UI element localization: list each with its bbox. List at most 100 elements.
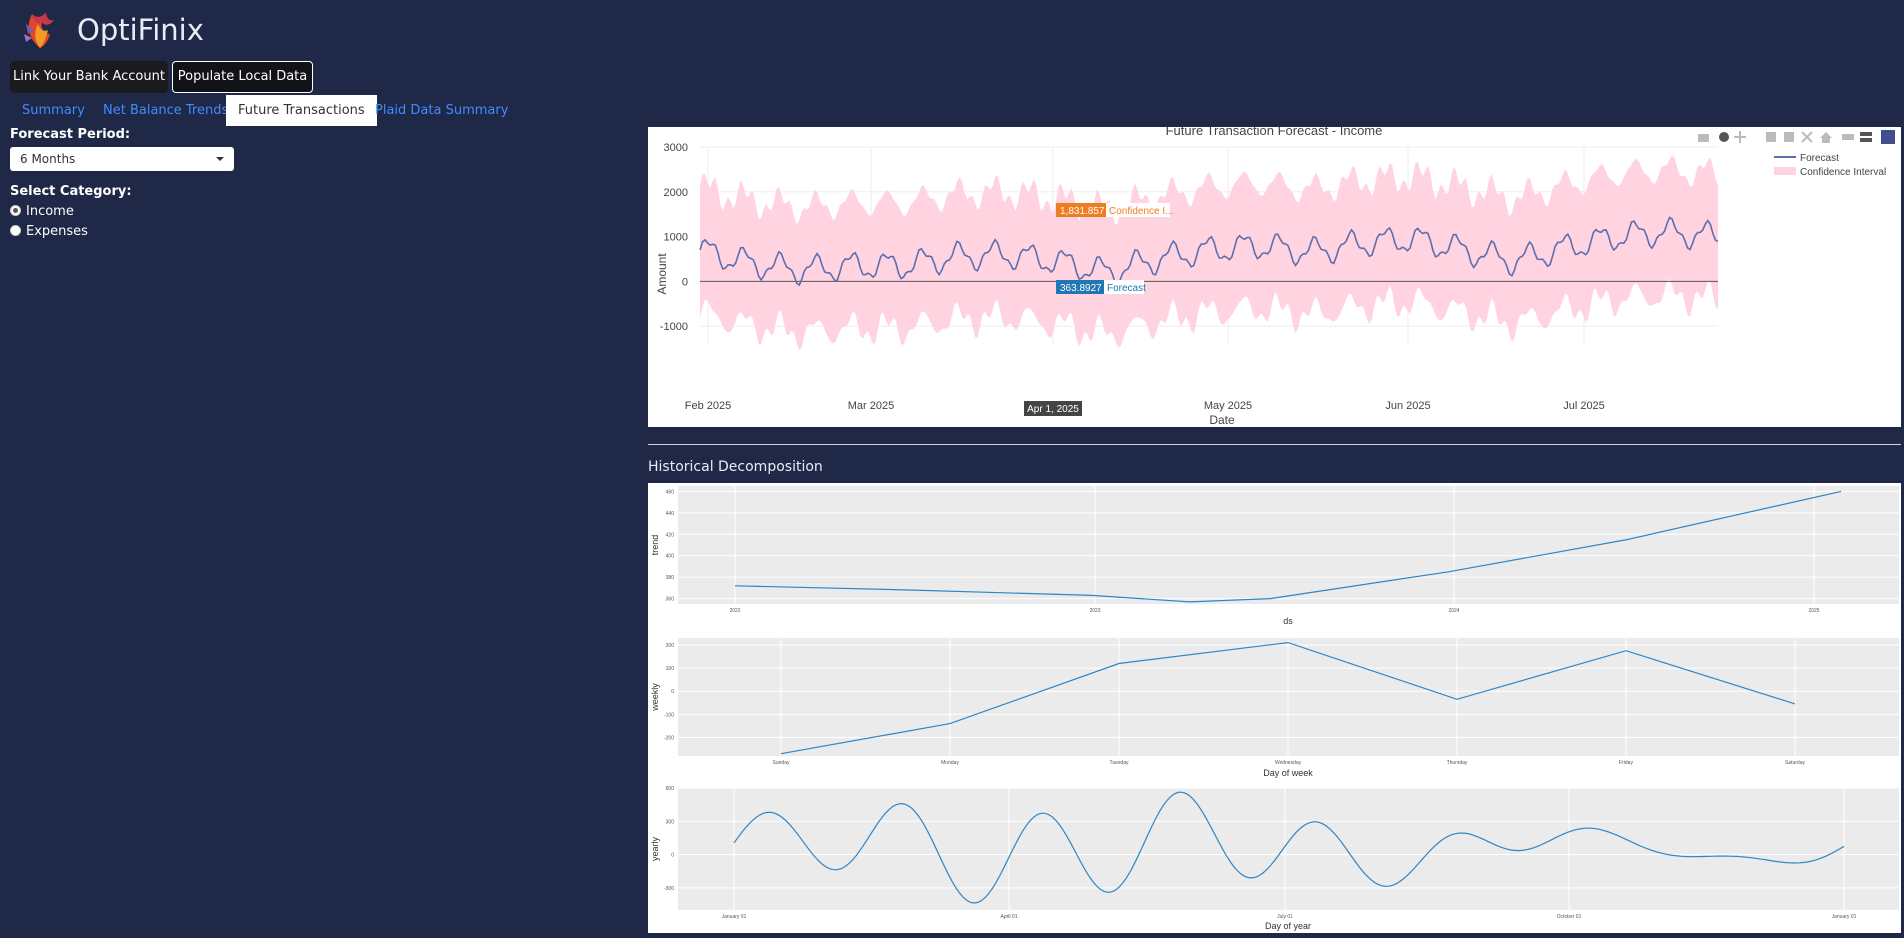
- y-tick-label: 460: [666, 489, 675, 495]
- pan-icon[interactable]: [1734, 131, 1746, 143]
- tab-net-balance-trends[interactable]: Net Balance Trends: [103, 103, 229, 118]
- x-tick-label: 2023: [1089, 608, 1100, 614]
- forecast-y-axis-label: Amount: [655, 253, 669, 295]
- radio-unselected-icon: [10, 225, 21, 236]
- y-tick-label: 200: [666, 643, 675, 649]
- y-tick-label: 400: [666, 554, 675, 560]
- forecast-y-tick-label: 1000: [664, 232, 688, 244]
- select-category-label: Select Category:: [10, 184, 132, 199]
- plotly-logo-icon[interactable]: [1881, 130, 1895, 144]
- radio-expenses-label: Expenses: [26, 224, 88, 239]
- radio-income-label: Income: [26, 204, 74, 219]
- trend-line[interactable]: [734, 490, 1842, 603]
- radio-selected-icon: [10, 205, 21, 216]
- forecast-x-tick-label: Mar 2025: [848, 400, 894, 412]
- forecast-period-value: 6 Months: [20, 152, 76, 166]
- forecast-y-ticks: 3000 2000 1000 0 -1000: [660, 142, 688, 333]
- y-tick-label: 100: [666, 666, 675, 672]
- decomposition-panel: 460 440 420 400 380 360 2022 2023 2024 2025 trend…: [648, 483, 1901, 933]
- zoom-out-icon[interactable]: [1784, 132, 1794, 142]
- x-tick-label: 2022: [729, 608, 740, 614]
- yearly-line[interactable]: [733, 791, 1845, 904]
- weekly-y-axis-label: weekly: [650, 683, 660, 712]
- x-tick-label: Friday: [1619, 760, 1633, 766]
- tab-future-transactions[interactable]: Future Transactions: [226, 95, 377, 126]
- trend-plot-bg: [678, 486, 1899, 604]
- hover-date-tooltip: Apr 1, 2025: [1024, 401, 1082, 416]
- forecast-line[interactable]: [699, 216, 1719, 287]
- y-tick-label: -300: [664, 886, 674, 892]
- link-bank-account-button[interactable]: Link Your Bank Account: [10, 61, 168, 93]
- y-tick-label: -100: [664, 712, 674, 718]
- zoom-in-icon[interactable]: [1766, 132, 1776, 142]
- weekly-x-axis-label: Day of week: [1263, 768, 1313, 778]
- y-tick-label: 440: [666, 511, 675, 517]
- populate-local-data-button[interactable]: Populate Local Data: [172, 61, 313, 93]
- legend-ci-label[interactable]: Confidence Interval: [1800, 167, 1886, 178]
- autoscale-icon[interactable]: [1801, 131, 1813, 143]
- forecast-x-tick-label: Jul 2025: [1563, 400, 1605, 412]
- x-tick-label: Monday: [941, 760, 959, 766]
- forecast-x-tick-label: May 2025: [1204, 400, 1252, 412]
- decomposition-charts[interactable]: 460 440 420 400 380 360 2022 2023 2024 2025 trend…: [648, 483, 1901, 933]
- forecast-y-tick-label: 2000: [664, 187, 688, 199]
- x-tick-label: Thursday: [1447, 760, 1468, 766]
- tab-plaid-data-summary[interactable]: Plaid Data Summary: [375, 103, 509, 118]
- trend-x-axis-label: ds: [1283, 616, 1293, 626]
- forecast-y-tick-label: 0: [682, 276, 688, 288]
- optifinix-logo-icon: [24, 12, 54, 48]
- zoom-icon[interactable]: [1719, 132, 1729, 142]
- weekly-gridlines: 200 100 0 -100 -200 Sunday Monday Tuesday Wednes…: [664, 638, 1899, 766]
- y-tick-label: 360: [666, 597, 675, 603]
- home-icon[interactable]: [1820, 132, 1832, 143]
- top-bar: OptiFinix: [0, 0, 1904, 60]
- x-tick-label: Tuesday: [1110, 760, 1129, 766]
- radio-income[interactable]: Income: [10, 204, 74, 219]
- forecast-period-select[interactable]: 6 Months: [10, 147, 234, 171]
- legend-forecast-label[interactable]: Forecast: [1800, 153, 1839, 164]
- x-tick-label: October 01: [1557, 914, 1582, 920]
- weekly-line[interactable]: [780, 641, 1796, 755]
- camera-icon[interactable]: [1698, 134, 1709, 142]
- x-tick-label: 2024: [1448, 608, 1459, 614]
- x-tick-label: July 01: [1277, 914, 1293, 920]
- y-tick-label: 600: [666, 786, 675, 792]
- y-tick-label: -200: [664, 735, 674, 741]
- chart-modebar: [1698, 130, 1895, 144]
- hover-forecast-value: 363.8927: [1060, 283, 1102, 294]
- yearly-plot-bg: [678, 788, 1899, 910]
- yearly-x-axis-label: Day of year: [1265, 921, 1311, 931]
- radio-expenses[interactable]: Expenses: [10, 224, 88, 239]
- yearly-y-axis-label: yearly: [650, 837, 660, 862]
- trend-gridlines: 460 440 420 400 380 360 2022 2023 2024 2025: [666, 486, 1899, 614]
- hover-upper-tooltip: 1,831.857 Confidence I...: [1056, 203, 1173, 217]
- hover-upper-value: 1,831.857: [1060, 206, 1105, 217]
- forecast-x-tick-label: Feb 2025: [685, 400, 731, 412]
- forecast-period-label: Forecast Period:: [10, 127, 131, 142]
- x-tick-label: January 01: [722, 914, 747, 920]
- historical-decomposition-title: Historical Decomposition: [648, 459, 823, 475]
- forecast-x-ticks: Feb 2025 Mar 2025 May 2025 Jun 2025 Jul 2025: [685, 400, 1605, 412]
- x-tick-label: 2025: [1808, 608, 1819, 614]
- forecast-chart[interactable]: Future Transaction Forecast - Income 300…: [648, 123, 1901, 427]
- hover-upper-label: Confidence I...: [1109, 206, 1173, 217]
- compare-icon[interactable]: [1860, 132, 1872, 136]
- forecast-y-tick-label: -1000: [660, 321, 688, 333]
- x-tick-label: January 01: [1832, 914, 1857, 920]
- section-divider: [648, 444, 1901, 445]
- spike-lines-icon[interactable]: [1842, 134, 1854, 140]
- yearly-gridlines: 600 300 0 -300 January 01 April 01 July 01 Octo…: [664, 786, 1899, 920]
- forecast-chart-title: Future Transaction Forecast - Income: [1166, 127, 1383, 138]
- tab-summary[interactable]: Summary: [22, 103, 85, 118]
- trend-y-axis-label: trend: [650, 535, 660, 556]
- confidence-interval-area[interactable]: [700, 155, 1718, 351]
- forecast-y-tick-label: 3000: [664, 142, 688, 154]
- x-tick-label: Saturday: [1785, 760, 1806, 766]
- forecast-x-axis-label: Date: [1209, 413, 1235, 427]
- y-tick-label: 420: [666, 532, 675, 538]
- hover-forecast-tooltip: 363.8927 Forecast: [1056, 280, 1146, 294]
- y-tick-label: 0: [671, 853, 674, 859]
- y-tick-label: 300: [666, 819, 675, 825]
- x-tick-label: Wednesday: [1275, 760, 1302, 766]
- hover-date-label: Apr 1, 2025: [1027, 404, 1079, 415]
